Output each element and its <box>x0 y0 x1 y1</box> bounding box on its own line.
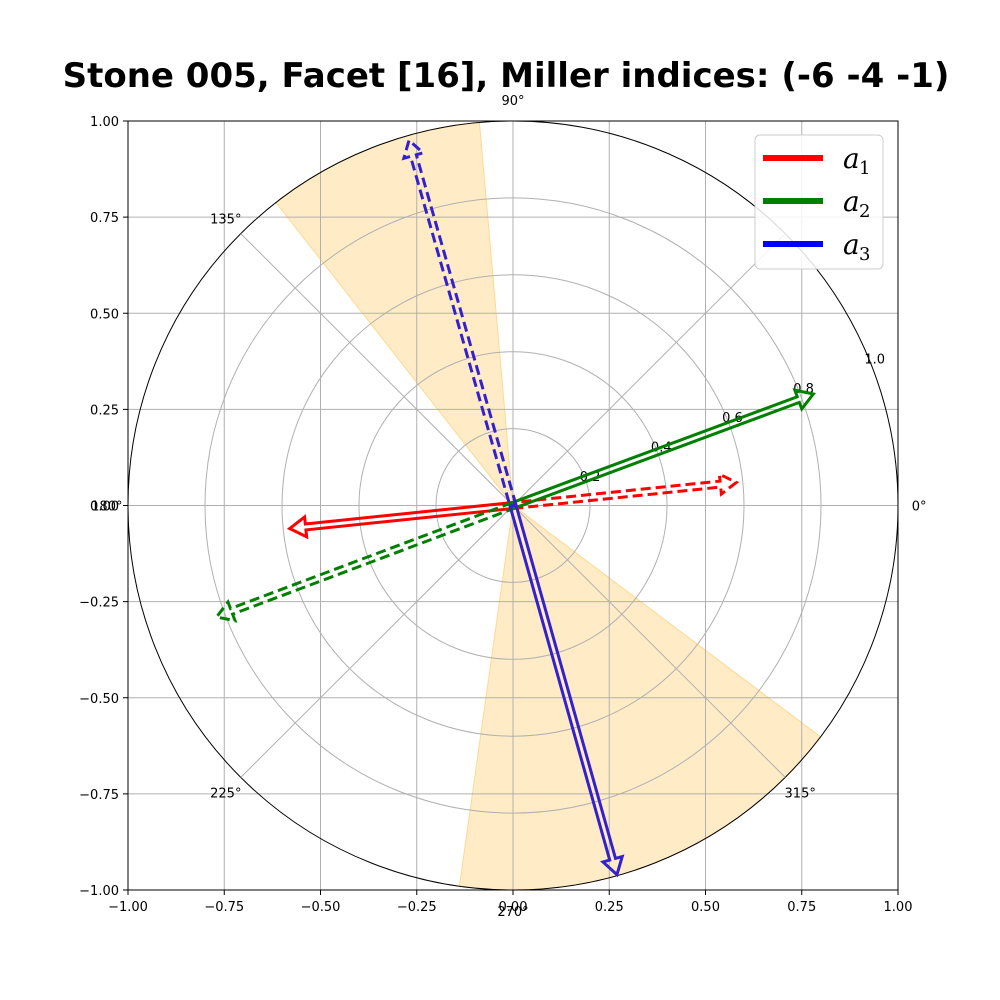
angle-label-0: 0° <box>912 500 927 515</box>
vector-a2-solid <box>510 388 816 511</box>
angle-label-180: 180° <box>91 500 122 515</box>
x-tick-label-4: 0.00 <box>499 900 528 915</box>
legend-label-a2: a <box>843 185 860 218</box>
x-tick-label-3: −0.25 <box>397 900 437 915</box>
spoke-315 <box>512 505 786 778</box>
y-tick-label-1: −0.75 <box>79 788 119 803</box>
y-tick-label-6: 0.50 <box>90 307 119 322</box>
x-tick-label-1: −0.75 <box>204 900 244 915</box>
y-tick-label-7: 0.75 <box>90 211 119 226</box>
x-tick-label-6: 0.50 <box>691 900 720 915</box>
legend: a 1a 2a 3 <box>754 134 884 270</box>
x-tick-label-7: 0.75 <box>787 900 816 915</box>
legend-sub-a1: 1 <box>859 158 870 179</box>
y-tick-label-5: 0.25 <box>90 403 119 418</box>
radial-labels: 0.20.40.60.81.0 <box>580 352 885 485</box>
radial-label-4: 1.0 <box>864 352 885 367</box>
x-tick-label-5: 0.25 <box>595 900 624 915</box>
angle-label-270: 270° <box>497 905 528 920</box>
vector-a2-dashed <box>213 500 516 623</box>
y-axis-ticks: −1.00 −0.75 −0.50 −0.25 0.00 0.25 0.50 0.75 1.00 <box>79 115 128 899</box>
chart-title: Stone 005, Facet [16], Miller indices: (… <box>63 56 950 96</box>
angle-label-225: 225° <box>210 786 241 801</box>
y-tick-label-4: 0.00 <box>90 500 119 515</box>
x-axis-ticks: −1.00 −0.75 −0.50 −0.25 0.00 0.25 0.50 0.75 1.00 <box>108 890 912 915</box>
y-tick-label-0: −1.00 <box>79 884 119 899</box>
x-tick-label-0: −1.00 <box>108 900 148 915</box>
spoke-135 <box>240 233 514 506</box>
legend-label-a1: a <box>843 142 860 175</box>
vector-a1-solid <box>286 500 515 540</box>
vector-a3-solid <box>508 502 625 878</box>
legend-label-a3: a <box>843 228 860 261</box>
vectors <box>213 137 816 878</box>
y-tick-label-2: −0.50 <box>79 692 119 707</box>
shaded-sector-0 <box>275 121 514 508</box>
spoke-45 <box>512 233 786 506</box>
y-tick-label-8: 1.00 <box>90 115 119 130</box>
legend-sub-a3: 3 <box>859 244 870 265</box>
angle-label-135: 135° <box>210 213 241 228</box>
angle-label-315: 315° <box>785 786 816 801</box>
vector-a3-dashed <box>401 137 518 509</box>
legend-sub-a2: 2 <box>859 201 870 222</box>
x-tick-label-2: −0.50 <box>301 900 341 915</box>
vector-a1-dashed <box>511 471 740 511</box>
angle-label-90: 90° <box>501 94 524 109</box>
spoke-225 <box>240 505 514 778</box>
angle-labels: 0° 90° 135° 180° 225° 270° 315° <box>91 94 926 920</box>
y-tick-label-3: −0.25 <box>79 596 119 611</box>
x-tick-label-8: 1.00 <box>884 900 913 915</box>
